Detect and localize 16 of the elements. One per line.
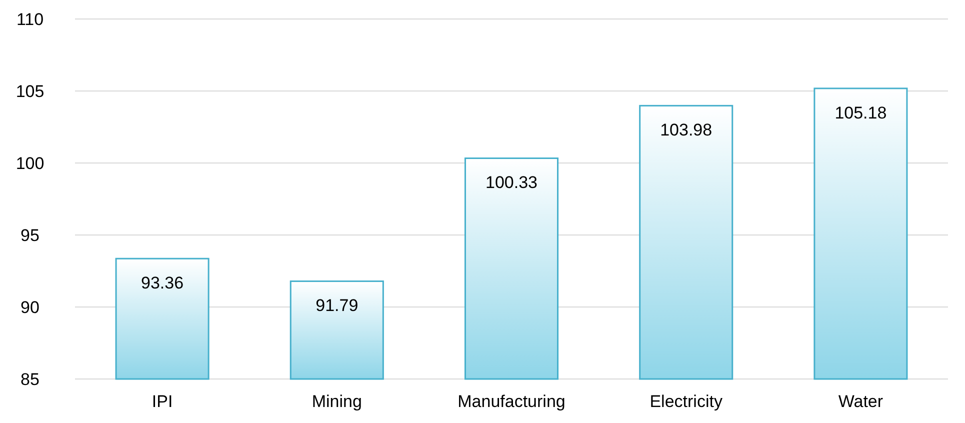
data-label: 93.36 (141, 274, 184, 293)
y-tick-label: 95 (20, 226, 40, 245)
y-tick-label: 100 (16, 154, 44, 173)
y-tick-label: 85 (20, 370, 40, 389)
y-tick-label: 110 (16, 10, 44, 29)
x-tick-label: Manufacturing (458, 392, 566, 411)
data-label: 105.18 (834, 103, 887, 122)
x-tick-label: Electricity (650, 392, 723, 411)
y-tick-label: 105 (16, 82, 44, 101)
x-tick-label: Mining (312, 392, 362, 411)
y-tick-label: 90 (20, 298, 40, 317)
data-label: 91.79 (316, 296, 358, 316)
x-tick-label: IPI (152, 392, 173, 411)
x-tick-label: Water (838, 392, 884, 411)
data-label: 103.98 (660, 120, 712, 140)
data-label: 100.33 (486, 173, 538, 192)
